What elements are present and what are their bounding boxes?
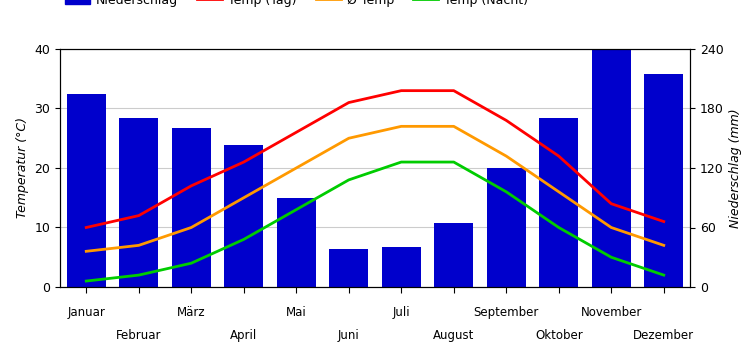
- Text: April: April: [230, 329, 257, 342]
- Text: September: September: [473, 306, 539, 319]
- Bar: [119, 118, 158, 287]
- Text: November: November: [580, 306, 642, 319]
- Text: Januar: Januar: [68, 306, 105, 319]
- Bar: [172, 128, 211, 287]
- Bar: [382, 247, 421, 287]
- Y-axis label: Niederschlag (mm): Niederschlag (mm): [729, 108, 742, 228]
- Legend: Niederschlag, Temp (Tag), Ø Temp, Temp (Nacht): Niederschlag, Temp (Tag), Ø Temp, Temp (…: [60, 0, 533, 12]
- Y-axis label: Temperatur (°C): Temperatur (°C): [16, 118, 28, 218]
- Text: Februar: Februar: [116, 329, 161, 342]
- Bar: [67, 93, 106, 287]
- Text: Juli: Juli: [392, 306, 410, 319]
- Bar: [487, 168, 526, 287]
- Bar: [644, 74, 683, 287]
- Text: Juni: Juni: [338, 329, 360, 342]
- Text: Dezember: Dezember: [633, 329, 694, 342]
- Bar: [224, 145, 263, 287]
- Bar: [329, 249, 368, 287]
- Text: Mai: Mai: [286, 306, 307, 319]
- Bar: [434, 223, 473, 287]
- Bar: [277, 198, 316, 287]
- Bar: [539, 118, 578, 287]
- Bar: [592, 49, 631, 287]
- Text: August: August: [433, 329, 475, 342]
- Text: März: März: [177, 306, 206, 319]
- Text: Oktober: Oktober: [535, 329, 583, 342]
